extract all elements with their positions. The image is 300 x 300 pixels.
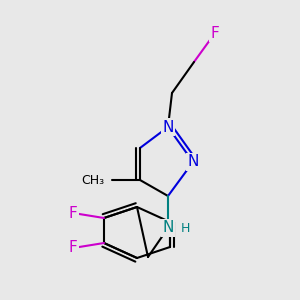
Text: N: N bbox=[187, 154, 199, 169]
Text: F: F bbox=[69, 206, 77, 220]
Text: CH₃: CH₃ bbox=[81, 173, 104, 187]
Text: N: N bbox=[162, 119, 174, 134]
Text: F: F bbox=[211, 26, 219, 40]
Text: H: H bbox=[180, 221, 190, 235]
Text: F: F bbox=[69, 241, 77, 256]
Text: N: N bbox=[162, 220, 174, 236]
